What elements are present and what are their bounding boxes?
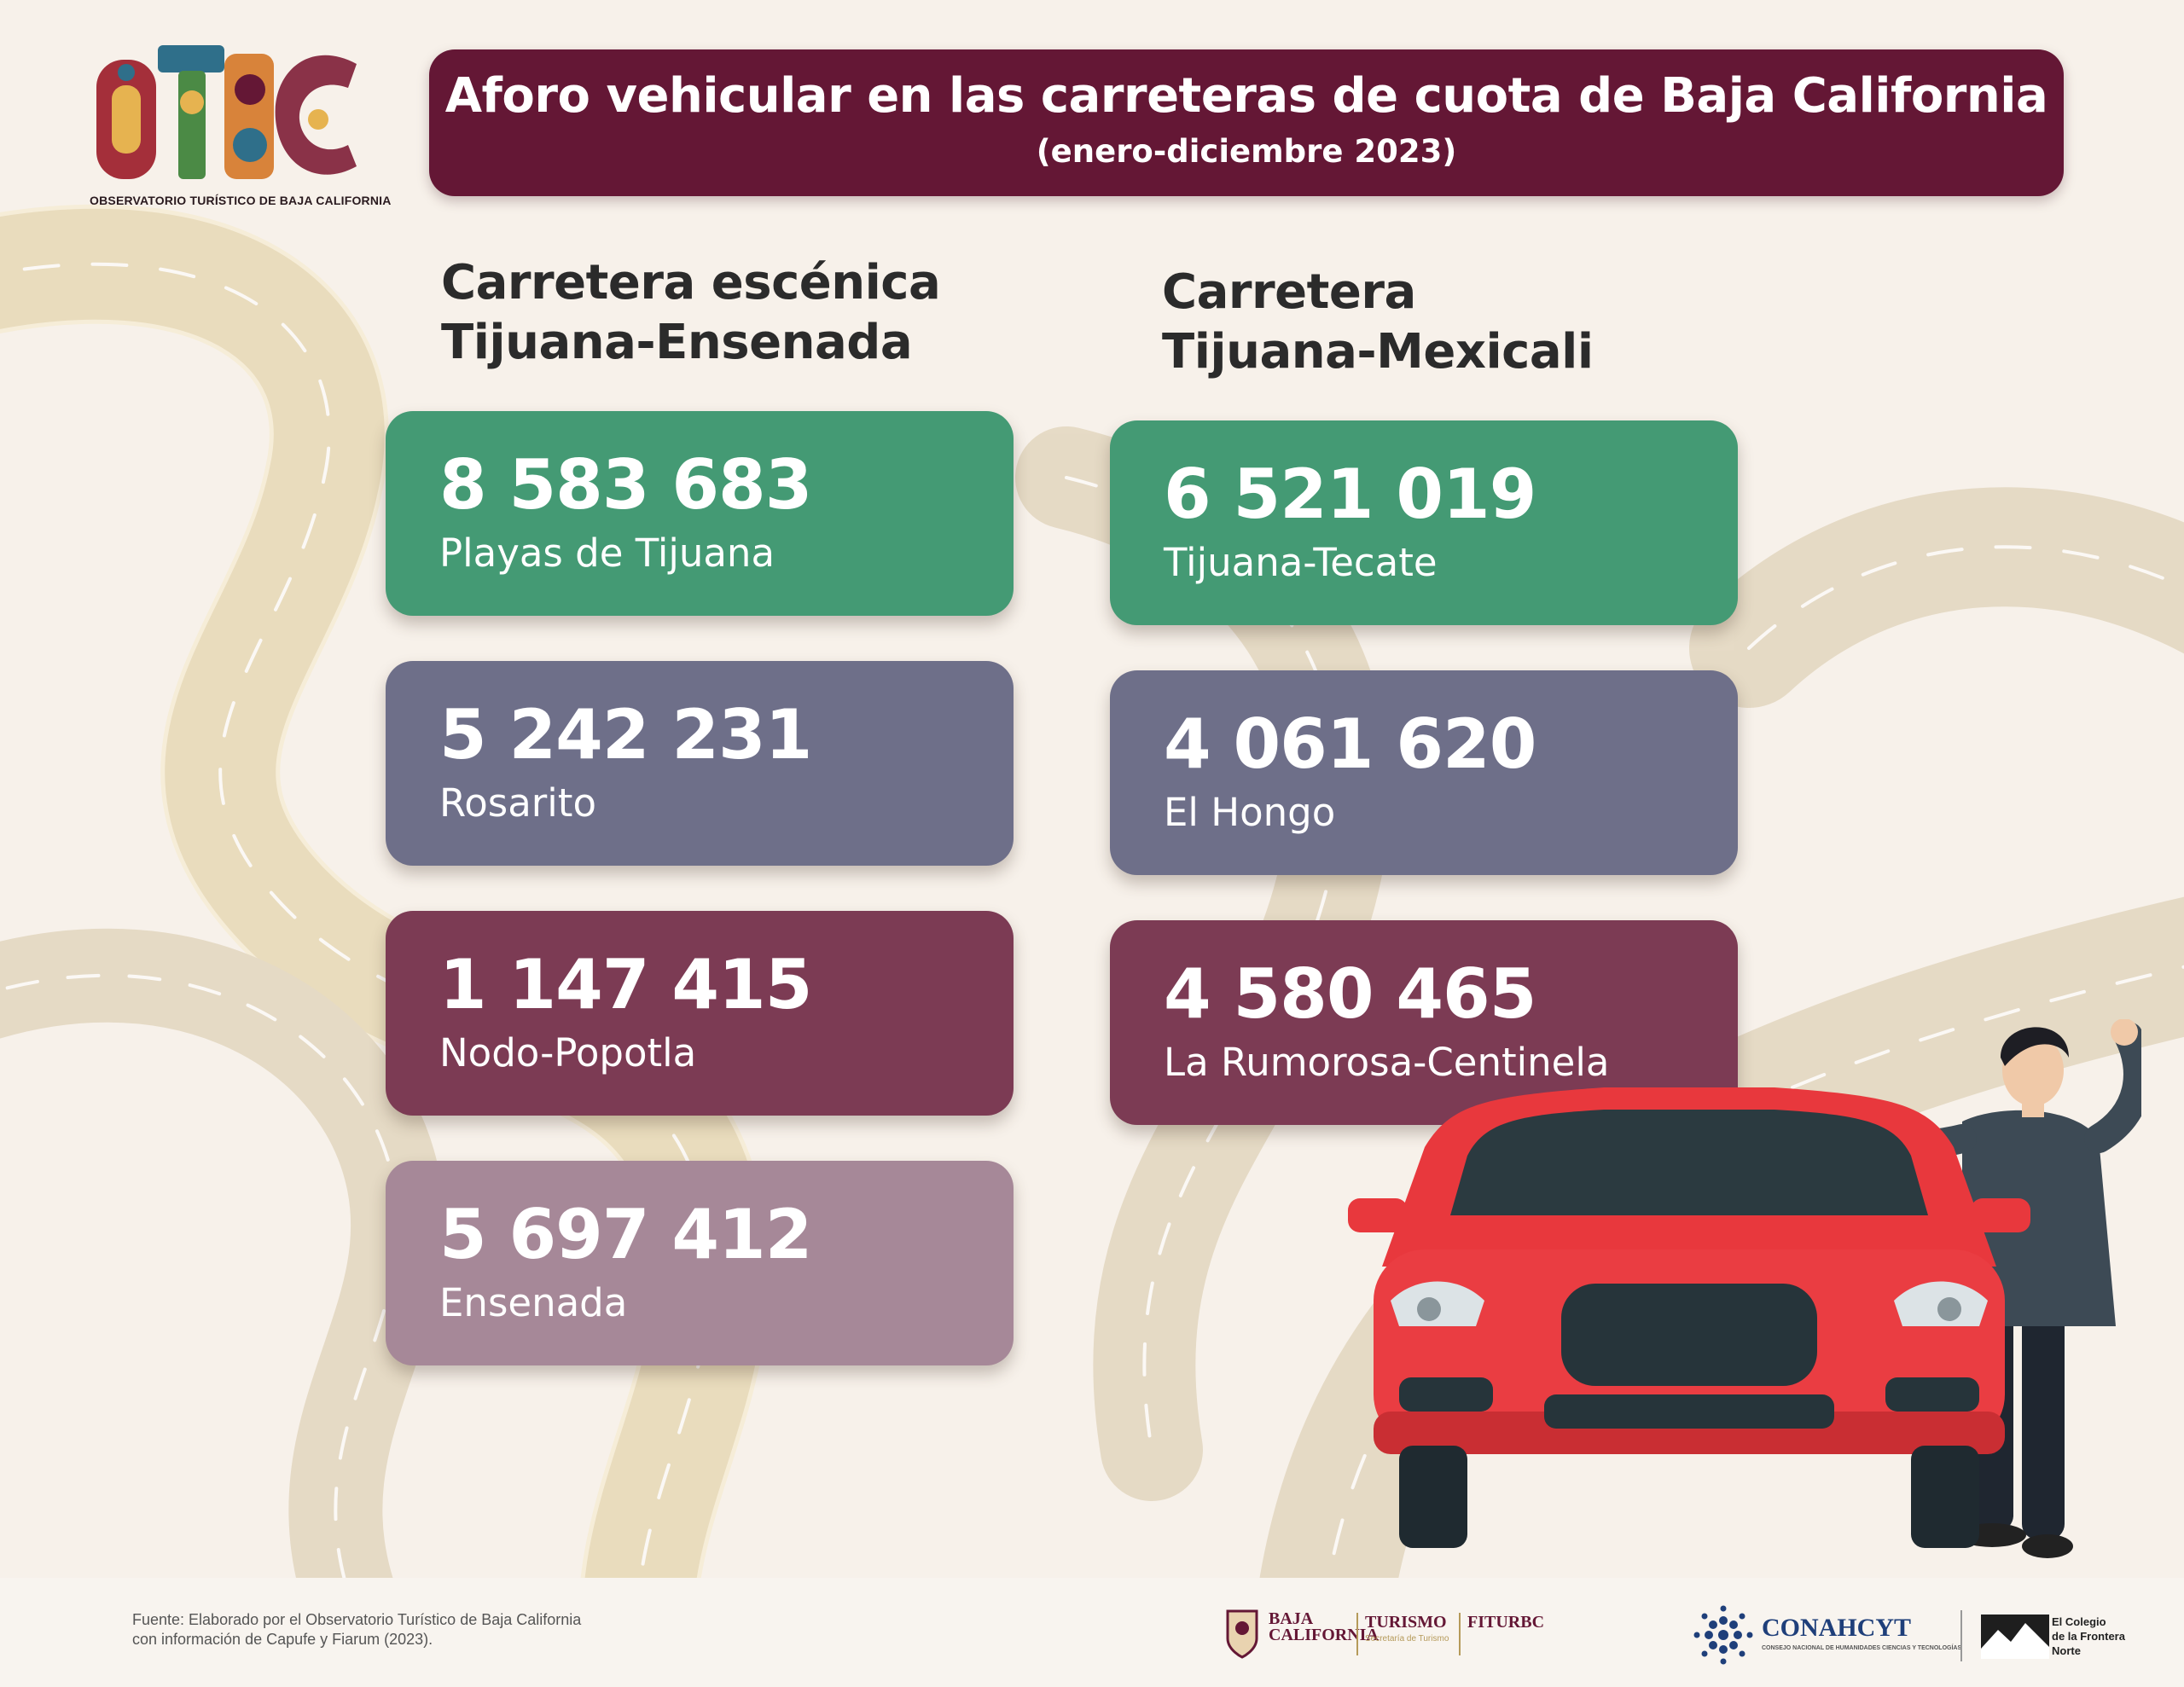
fiturbc-label: FITURBC [1467, 1613, 1545, 1632]
station-name: Playas de Tijuana [439, 530, 775, 576]
divider [1459, 1613, 1461, 1655]
car-and-driver-illustration [1348, 1019, 2141, 1558]
station-value: 4 061 620 [1164, 704, 1536, 784]
station-name: La Rumorosa-Centinela [1164, 1040, 1610, 1085]
colef-line2: de la Frontera [2052, 1630, 2125, 1643]
station-name: Nodo-Popotla [439, 1030, 697, 1075]
footer-strip [0, 1578, 2184, 1687]
station-name: Rosarito [439, 780, 596, 826]
conahcyt-name: CONAHCYT [1762, 1614, 1912, 1642]
station-card-el-hongo: 4 061 620 El Hongo [1110, 670, 1738, 875]
station-value: 5 697 412 [439, 1195, 812, 1274]
right-heading-line2: Tijuana-Mexicali [1162, 324, 1594, 380]
station-name: Tijuana-Tecate [1164, 540, 1438, 585]
otbc-logo: OBSERVATORIO TURÍSTICO DE BAJA CALIFORNI… [90, 38, 392, 217]
source-line2: con información de Capufe y Fiarum (2023… [132, 1631, 433, 1648]
left-heading-line2: Tijuana-Ensenada [441, 315, 913, 370]
california-line: CALIFORNIA [1269, 1626, 1379, 1644]
conahcyt-logo: CONAHCYT CONSEJO NACIONAL DE HUMANIDADES… [1693, 1605, 1961, 1669]
source-note: Fuente: Elaborado por el Observatorio Tu… [132, 1610, 581, 1649]
station-card-nodo-popotla: 1 147 415 Nodo-Popotla [386, 911, 1014, 1116]
colef-line3: Norte [2052, 1644, 2081, 1657]
conahcyt-dots-icon [1693, 1605, 1753, 1665]
baja-line: BAJA [1269, 1609, 1314, 1628]
otbc-letters-graphic [96, 45, 357, 179]
conahcyt-sub: CONSEJO NACIONAL DE HUMANIDADES CIENCIAS… [1762, 1645, 1962, 1651]
station-card-ensenada: 5 697 412 Ensenada [386, 1161, 1014, 1365]
right-column-heading: Carretera Tijuana-Mexicali [1162, 263, 1594, 382]
header-banner: Aforo vehicular en las carreteras de cuo… [429, 49, 2064, 196]
station-value: 4 580 465 [1164, 954, 1536, 1034]
divider [1356, 1613, 1358, 1655]
station-name: Ensenada [439, 1280, 628, 1325]
divider [1960, 1610, 1962, 1661]
baja-california-turismo-fiturbc-logos: BAJA CALIFORNIA TURISMO Secretaría de Tu… [1224, 1608, 1544, 1667]
left-heading-line1: Carretera escénica [441, 255, 941, 310]
baja-california-name: BAJA CALIFORNIA [1269, 1609, 1379, 1644]
turismo-sub-label: Secretaría de Turismo [1365, 1634, 1449, 1644]
station-value: 8 583 683 [439, 445, 812, 525]
page-title: Aforo vehicular en las carreteras de cuo… [444, 68, 2048, 124]
station-name: El Hongo [1164, 790, 1336, 835]
station-value: 1 147 415 [439, 945, 812, 1024]
red-car [1348, 1087, 2030, 1548]
colef-name: El Colegio de la Frontera Norte [2052, 1615, 2125, 1658]
station-value: 5 242 231 [439, 695, 812, 774]
logo-caption: OBSERVATORIO TURÍSTICO DE BAJA CALIFORNI… [90, 194, 392, 207]
baja-california-seal-icon [1226, 1609, 1258, 1659]
right-heading-line1: Carretera [1162, 264, 1416, 320]
page-subtitle: (enero-diciembre 2023) [1036, 133, 1457, 170]
station-card-tijuana-tecate: 6 521 019 Tijuana-Tecate [1110, 420, 1738, 625]
left-column-heading: Carretera escénica Tijuana-Ensenada [441, 253, 941, 373]
station-card-playas-de-tijuana: 8 583 683 Playas de Tijuana [386, 411, 1014, 616]
source-line1: Fuente: Elaborado por el Observatorio Tu… [132, 1611, 582, 1628]
turismo-label: TURISMO [1365, 1613, 1447, 1632]
station-value: 6 521 019 [1164, 455, 1536, 534]
colef-line1: El Colegio [2052, 1615, 2106, 1628]
station-card-rosarito: 5 242 231 Rosarito [386, 661, 1014, 866]
colef-mountain-icon [1981, 1615, 2049, 1659]
